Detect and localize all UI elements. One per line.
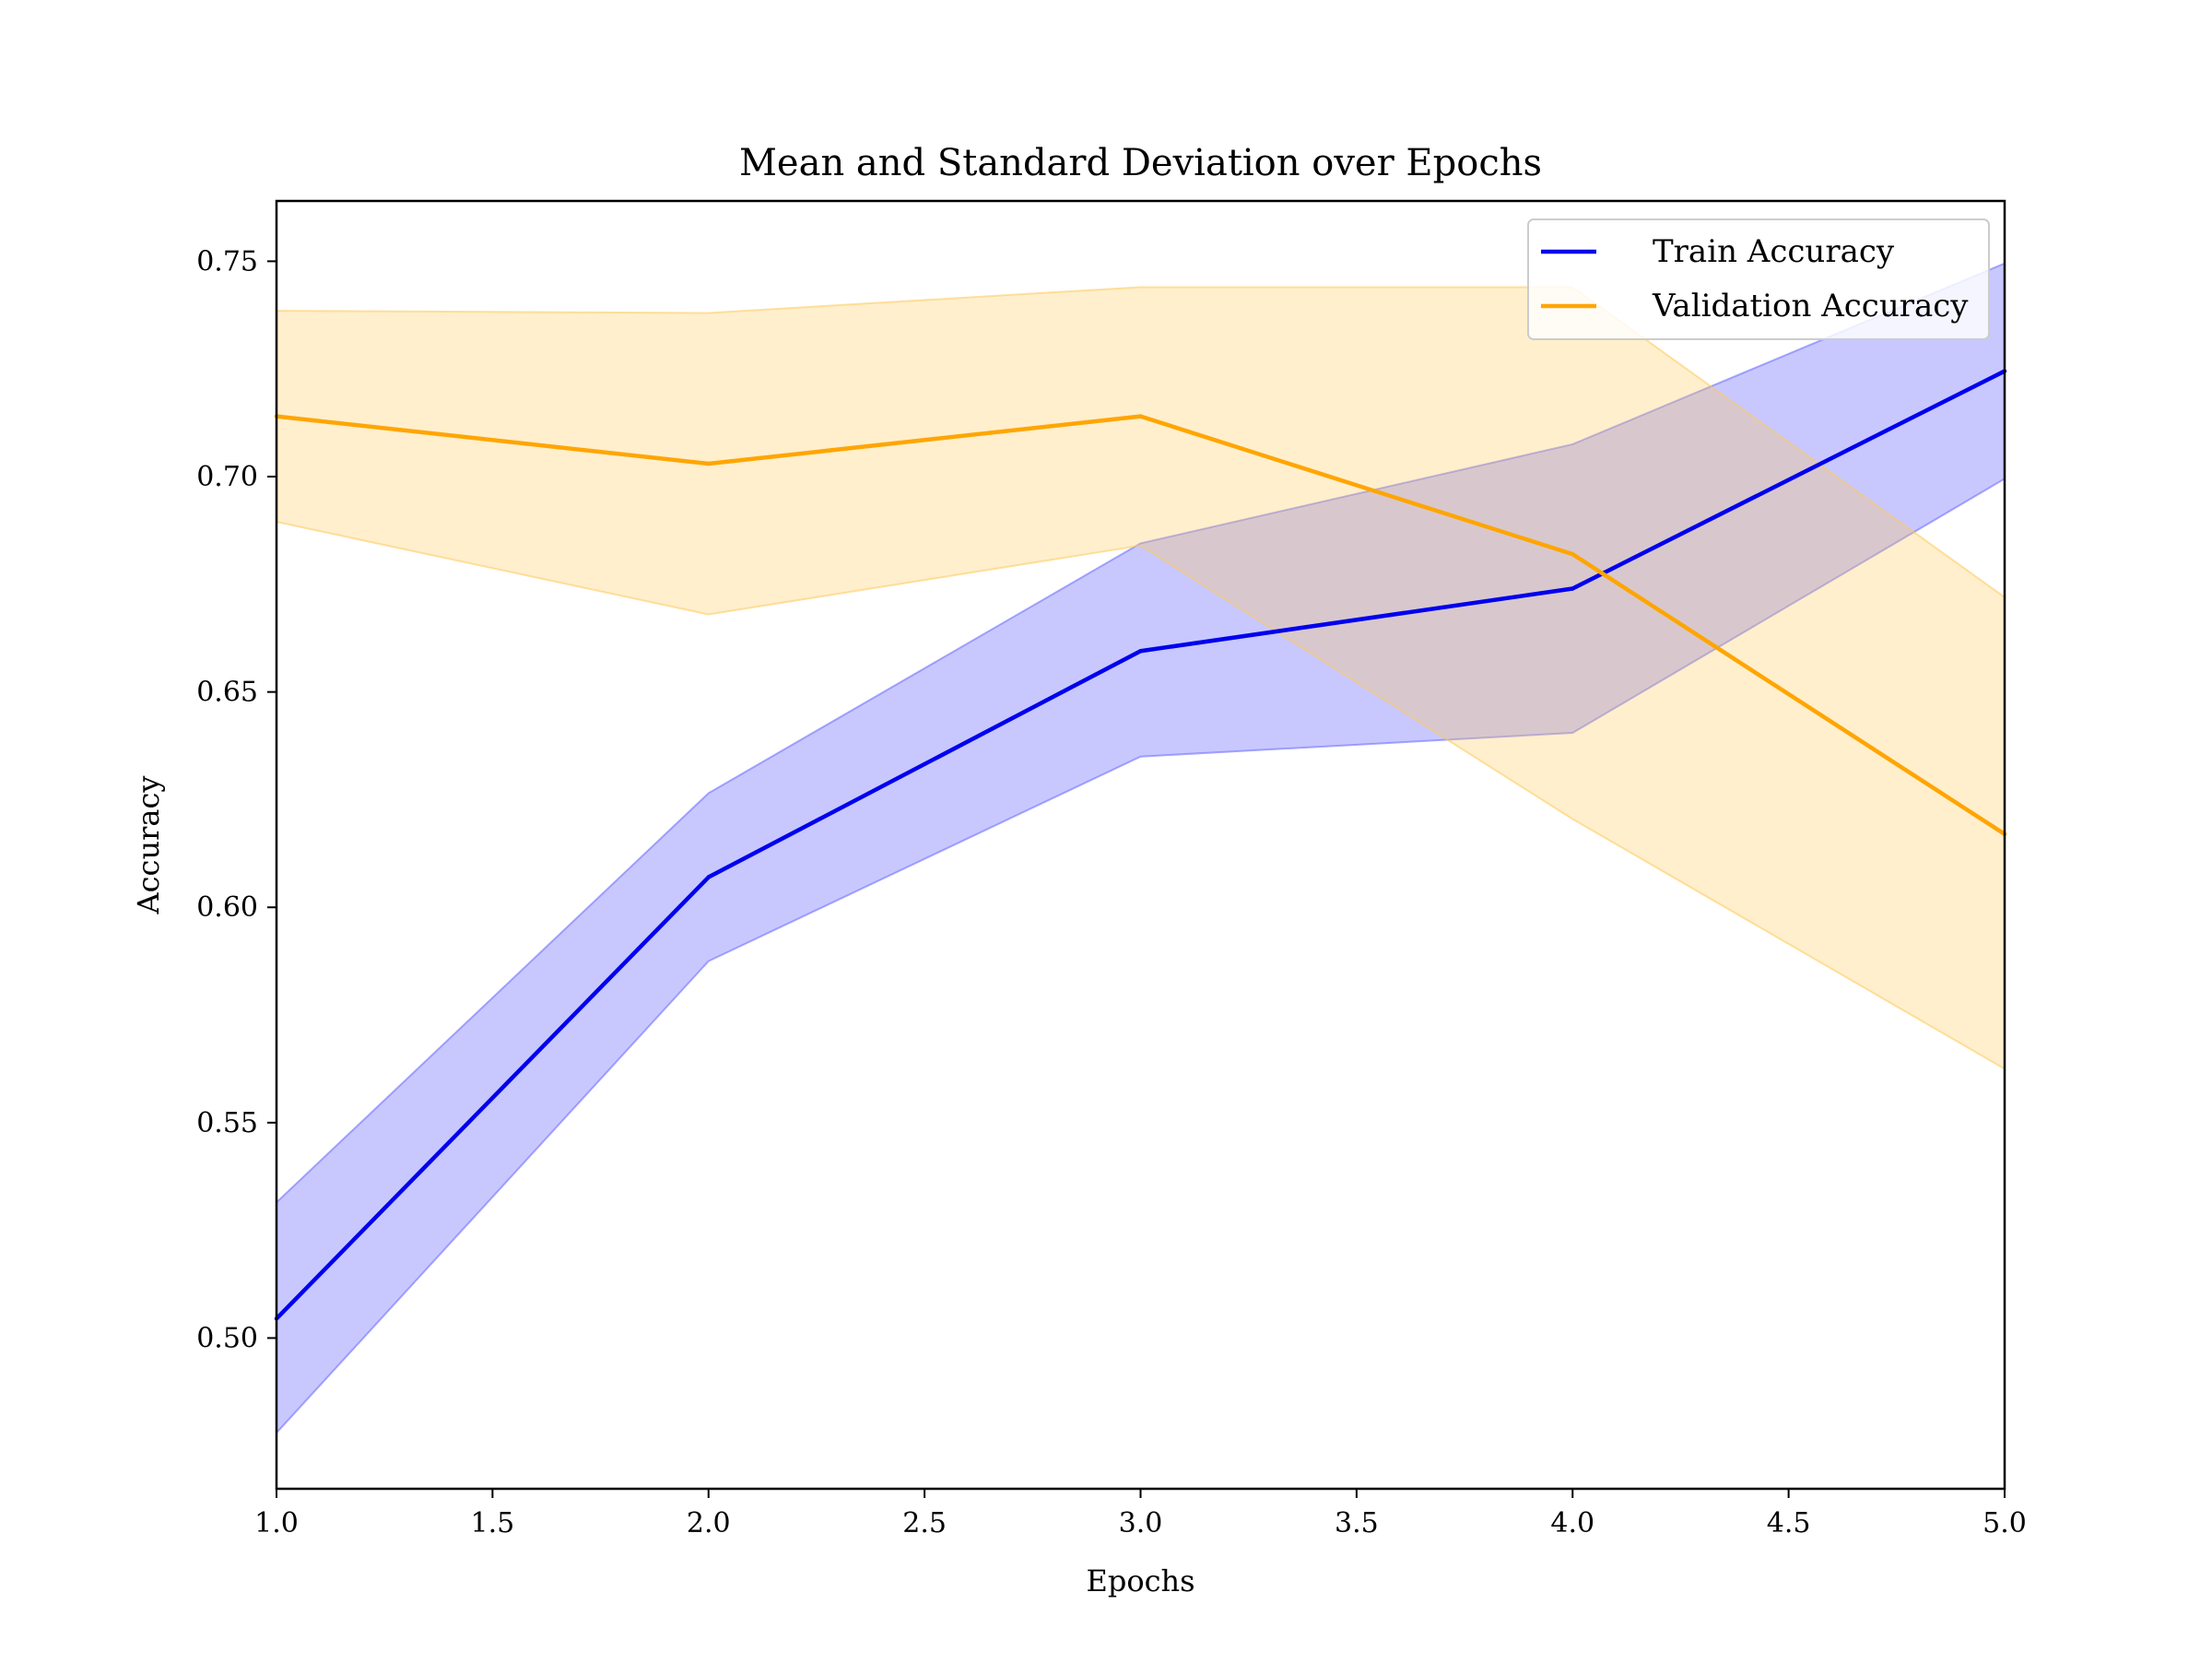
legend-label-1: Validation Accuracy (1652, 288, 1969, 324)
chart-title: Mean and Standard Deviation over Epochs (739, 142, 1542, 184)
y-tick-label: 0.50 (196, 1322, 258, 1354)
x-tick-label: 5.0 (1983, 1507, 2027, 1539)
point-series-0-3 (1571, 586, 1575, 591)
x-tick-label: 3.5 (1335, 1507, 1379, 1539)
legend-label-0: Train Accuracy (1653, 233, 1895, 270)
x-tick-label: 2.5 (902, 1507, 947, 1539)
x-tick-label: 1.0 (254, 1507, 299, 1539)
point-series-0-1 (706, 875, 711, 879)
x-axis-label: Epochs (1086, 1563, 1194, 1598)
lines-layer (274, 369, 2007, 1321)
y-tick-label: 0.70 (196, 461, 258, 493)
x-tick-label: 1.5 (471, 1507, 515, 1539)
y-axis-label: Accuracy (131, 776, 166, 915)
x-tick-label: 4.5 (1767, 1507, 1811, 1539)
legend: Train Accuracy Validation Accuracy (1527, 218, 1990, 340)
y-tick-label: 0.60 (196, 891, 258, 924)
x-tick-label: 3.0 (1119, 1507, 1163, 1539)
point-series-1-1 (706, 461, 711, 466)
x-tick-label: 2.0 (687, 1507, 731, 1539)
legend-box (1527, 218, 1990, 340)
ticks-layer: 1.0 1.5 2.0 2.5 3.0 3.5 4.0 4.5 5.0 0.50 0.55 0.60 0… (196, 245, 2027, 1539)
point-series-1-3 (1571, 551, 1575, 557)
point-series-1-2 (1138, 414, 1143, 419)
y-tick-label: 0.75 (196, 245, 258, 277)
y-tick-label: 0.55 (196, 1107, 258, 1139)
point-series-0-2 (1138, 649, 1143, 654)
y-tick-label: 0.65 (196, 677, 258, 709)
x-tick-label: 4.0 (1550, 1507, 1594, 1539)
